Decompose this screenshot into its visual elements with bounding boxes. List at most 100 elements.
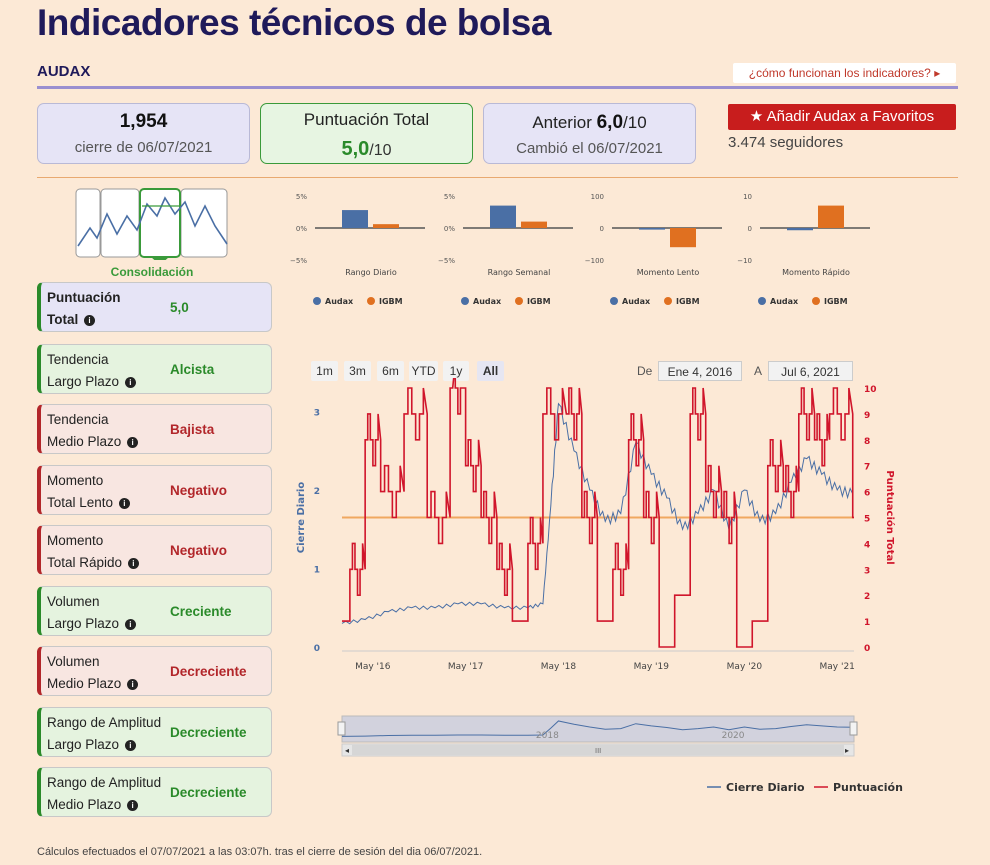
legend-label: Audax xyxy=(622,297,651,306)
price-value: 1,954 xyxy=(119,111,168,132)
mini-chart-tick: 100 xyxy=(591,193,604,201)
y-tick-left: 2 xyxy=(314,487,320,497)
range-button-6m[interactable]: 6m xyxy=(377,361,404,381)
legend-marker xyxy=(367,297,375,305)
navigator-area xyxy=(341,715,855,743)
date-from-input[interactable]: Ene 4, 2016 xyxy=(658,361,742,381)
info-icon[interactable]: i xyxy=(84,314,96,326)
indicator-name-line1: Volumen xyxy=(47,654,100,669)
y-tick-right: 4 xyxy=(864,540,870,550)
mini-chart-bar xyxy=(342,210,368,228)
indicator-card[interactable]: Volumen Largo Plazo i Creciente xyxy=(37,586,272,636)
info-icon[interactable]: i xyxy=(124,618,136,630)
page-title: Indicadores técnicos de bolsa xyxy=(37,2,551,43)
indicator-card[interactable]: Tendencia Largo Plazo i Alcista xyxy=(37,344,272,394)
indicator-name-line1: Rango de Amplitud xyxy=(47,775,162,790)
mini-chart-tick: −10 xyxy=(737,257,752,265)
ticker-label: AUDAX xyxy=(37,63,91,80)
info-icon[interactable]: i xyxy=(124,739,136,751)
mini-chart-tick: 0 xyxy=(600,225,604,233)
price-date: cierre de 06/07/2021 xyxy=(74,139,213,156)
y-tick-right: 10 xyxy=(864,385,877,395)
indicator-card[interactable]: Momento Total Lento i Negativo xyxy=(37,465,272,515)
mini-chart-tick: 0% xyxy=(444,225,455,233)
indicator-card[interactable]: Momento Total Rápido i Negativo xyxy=(37,525,272,575)
x-tick: May '17 xyxy=(448,662,483,672)
legend-marker xyxy=(758,297,766,305)
y-axis-label-left: Cierre Diario xyxy=(296,482,307,554)
legend-label: Audax xyxy=(770,297,799,306)
indicator-name-line2: Largo Plazo xyxy=(47,616,120,631)
indicator-name-line1: Volumen xyxy=(47,594,100,609)
mini-chart-tick: −5% xyxy=(438,257,455,265)
info-icon[interactable]: i xyxy=(124,376,136,388)
indicator-card[interactable]: Tendencia Medio Plazo i Bajista xyxy=(37,404,272,454)
x-tick: May '19 xyxy=(634,662,670,672)
indicator-card[interactable]: Volumen Medio Plazo i Decreciente xyxy=(37,646,272,696)
help-link[interactable]: ¿cómo funcionan los indicadores? ▸ xyxy=(733,63,956,83)
mini-chart-tick: 0 xyxy=(748,225,752,233)
mini-chart-bar xyxy=(670,228,696,248)
legend-label: Audax xyxy=(473,297,502,306)
chevron-right-icon: ▸ xyxy=(934,66,941,80)
indicator-name: Tendencia Largo Plazo i xyxy=(47,349,136,393)
mini-chart-bar xyxy=(818,205,844,228)
y-axis-label-right: Puntuación Total xyxy=(884,470,896,564)
range-button-ytd[interactable]: YTD xyxy=(409,361,438,381)
range-button-1m[interactable]: 1m xyxy=(311,361,338,381)
info-icon[interactable]: i xyxy=(127,799,139,811)
add-favorite-button[interactable]: ★ Añadir Audax a Favoritos xyxy=(728,104,956,130)
indicator-name-line2: Medio Plazo xyxy=(47,797,122,812)
x-tick: May '21 xyxy=(820,662,855,672)
legend-marker xyxy=(610,297,618,305)
indicator-card[interactable]: Puntuación Total i 5,0 xyxy=(37,282,272,332)
indicator-card[interactable]: Rango de Amplitud Medio Plazo i Decrecient… xyxy=(37,767,272,817)
legend-marker xyxy=(515,297,523,305)
info-icon[interactable]: i xyxy=(118,497,130,509)
indicator-name-line1: Puntuación xyxy=(47,290,121,305)
indicator-name: Volumen Medio Plazo i xyxy=(47,651,139,695)
indicator-card[interactable]: Rango de Amplitud Largo Plazo i Decrecient… xyxy=(37,707,272,757)
range-button-3m[interactable]: 3m xyxy=(344,361,371,381)
indicator-name: Momento Total Lento i xyxy=(47,470,130,514)
legend-marker xyxy=(812,297,820,305)
indicator-value: 5,0 xyxy=(170,300,189,315)
indicator-name-line2: Total Lento xyxy=(47,495,114,510)
range-button-1y[interactable]: 1y xyxy=(443,361,469,381)
add-favorite-label: Añadir Audax a Favoritos xyxy=(766,108,935,125)
date-from-label: De xyxy=(637,364,653,378)
mini-chart-bar xyxy=(639,228,665,230)
legend-label: IGBM xyxy=(379,297,403,306)
navigator-tick: 2018 xyxy=(536,731,559,741)
indicator-name-line1: Tendencia xyxy=(47,412,109,427)
legend-marker xyxy=(461,297,469,305)
indicator-value: Alcista xyxy=(170,362,215,377)
y-tick-right: 6 xyxy=(864,489,870,499)
info-icon[interactable]: i xyxy=(127,557,139,569)
indicator-value: Bajista xyxy=(170,422,215,437)
date-to-input[interactable]: Jul 6, 2021 xyxy=(768,361,853,381)
mini-bar-charts: 5% 0% −5% Rango Diario Audax IGBM 5% 0% −5% Rango… xyxy=(290,193,870,306)
y-tick-left: 1 xyxy=(314,566,320,576)
x-tick: May '18 xyxy=(541,662,577,672)
mini-chart-bar xyxy=(490,205,516,228)
mini-chart-tick: 5% xyxy=(296,193,307,201)
title-divider xyxy=(37,86,958,89)
mini-chart-bar xyxy=(787,228,813,231)
scroll-right-arrow-icon: ▸ xyxy=(845,746,849,755)
info-icon[interactable]: i xyxy=(127,436,139,448)
navigator-handle-left xyxy=(337,721,346,736)
indicator-name-line1: Tendencia xyxy=(47,352,109,367)
series-line-score xyxy=(342,378,854,648)
y-tick-right: 9 xyxy=(864,411,870,421)
range-button-all[interactable]: All xyxy=(477,361,504,381)
previous-score-number: 6,0 xyxy=(596,112,624,133)
footer-note: Cálculos efectuados el 07/07/2021 a las … xyxy=(37,846,483,858)
mini-chart-tick: −5% xyxy=(290,257,307,265)
y-tick-right: 2 xyxy=(864,592,870,602)
indicator-name: Rango de Amplitud Largo Plazo i xyxy=(47,712,161,756)
scroll-left-arrow-icon: ◂ xyxy=(345,746,349,755)
previous-score-line: Anterior 6,0/10 xyxy=(484,112,695,134)
indicator-value: Negativo xyxy=(170,543,228,558)
info-icon[interactable]: i xyxy=(127,678,139,690)
